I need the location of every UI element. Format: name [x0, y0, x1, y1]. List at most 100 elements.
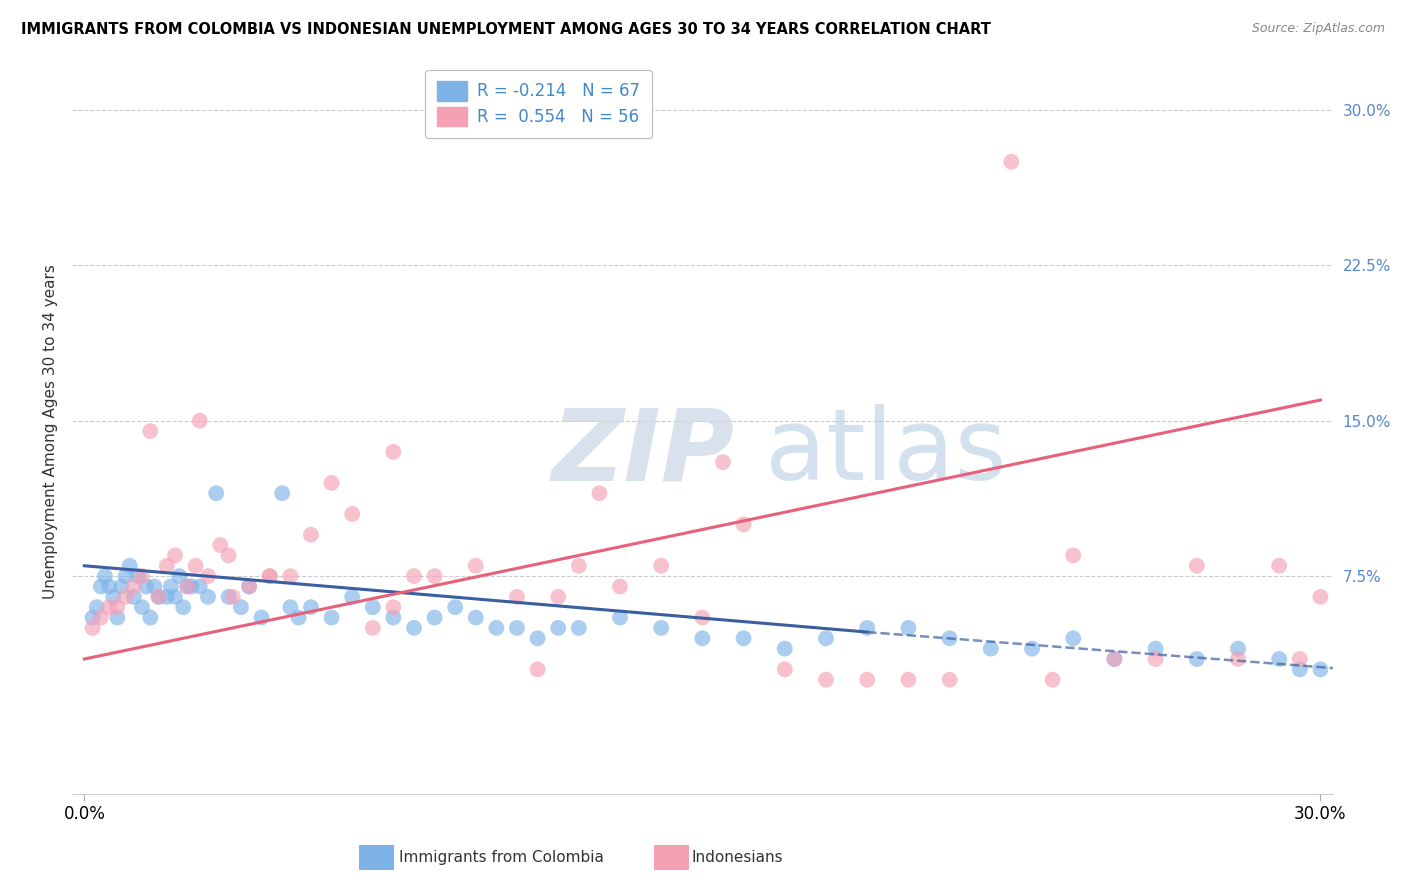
Point	[250, 610, 273, 624]
Point	[321, 475, 343, 490]
Point	[464, 610, 486, 624]
Point	[197, 569, 219, 583]
Point	[280, 600, 302, 615]
Point	[238, 579, 260, 593]
Point	[340, 507, 363, 521]
Point	[1288, 652, 1310, 666]
Point	[209, 538, 232, 552]
Point	[856, 673, 879, 687]
Point	[733, 517, 755, 532]
Text: IMMIGRANTS FROM COLOMBIA VS INDONESIAN UNEMPLOYMENT AMONG AGES 30 TO 34 YEARS CO: IMMIGRANTS FROM COLOMBIA VS INDONESIAN U…	[21, 22, 991, 37]
Point	[1268, 652, 1291, 666]
Point	[229, 600, 252, 615]
Point	[609, 610, 631, 624]
Point	[773, 662, 796, 676]
Point	[98, 579, 121, 593]
Point	[609, 579, 631, 593]
Point	[361, 600, 384, 615]
Point	[118, 558, 141, 573]
Point	[444, 600, 467, 615]
Point	[163, 590, 186, 604]
Point	[90, 610, 112, 624]
Point	[180, 579, 202, 593]
Point	[188, 579, 211, 593]
Point	[568, 621, 591, 635]
Point	[423, 610, 446, 624]
Point	[1185, 558, 1208, 573]
Point	[131, 600, 153, 615]
Point	[90, 579, 112, 593]
Point	[82, 621, 104, 635]
Point	[148, 590, 170, 604]
Point	[299, 527, 322, 541]
Point	[103, 590, 125, 604]
Point	[86, 600, 108, 615]
Text: Source: ZipAtlas.com: Source: ZipAtlas.com	[1251, 22, 1385, 36]
Point	[1144, 652, 1167, 666]
Point	[176, 579, 198, 593]
Point	[139, 424, 162, 438]
Point	[980, 641, 1002, 656]
Point	[526, 632, 548, 646]
Point	[733, 632, 755, 646]
Point	[773, 641, 796, 656]
Point	[464, 558, 486, 573]
Point	[382, 445, 405, 459]
Point	[135, 579, 157, 593]
Point	[160, 579, 183, 593]
Point	[692, 632, 714, 646]
Point	[382, 600, 405, 615]
Point	[143, 579, 166, 593]
Point	[222, 590, 245, 604]
Point	[382, 610, 405, 624]
Point	[897, 621, 920, 635]
Point	[184, 558, 207, 573]
Point	[131, 569, 153, 583]
Text: Immigrants from Colombia: Immigrants from Colombia	[399, 850, 605, 864]
Point	[94, 569, 117, 583]
Point	[139, 610, 162, 624]
Point	[156, 590, 179, 604]
Point	[271, 486, 294, 500]
Point	[110, 579, 132, 593]
Point	[547, 590, 569, 604]
Point	[340, 590, 363, 604]
Point	[156, 558, 179, 573]
Point	[259, 569, 281, 583]
Point	[287, 610, 309, 624]
Point	[188, 414, 211, 428]
Point	[114, 569, 136, 583]
Point	[938, 673, 960, 687]
Point	[197, 590, 219, 604]
Point	[402, 621, 425, 635]
Point	[98, 600, 121, 615]
Point	[814, 632, 837, 646]
Point	[105, 610, 128, 624]
Point	[506, 590, 529, 604]
Point	[148, 590, 170, 604]
Point	[218, 549, 240, 563]
Point	[122, 590, 145, 604]
Point	[568, 558, 591, 573]
Point	[114, 590, 136, 604]
Point	[259, 569, 281, 583]
Point	[321, 610, 343, 624]
Point	[127, 569, 149, 583]
Point	[238, 579, 260, 593]
Point	[423, 569, 446, 583]
Point	[814, 673, 837, 687]
Point	[167, 569, 190, 583]
Point	[122, 579, 145, 593]
Point	[1042, 673, 1064, 687]
Point	[692, 610, 714, 624]
Point	[938, 632, 960, 646]
Point	[526, 662, 548, 676]
Point	[218, 590, 240, 604]
Point	[856, 621, 879, 635]
Point	[205, 486, 228, 500]
Y-axis label: Unemployment Among Ages 30 to 34 years: Unemployment Among Ages 30 to 34 years	[44, 264, 58, 599]
Point	[588, 486, 610, 500]
Point	[163, 549, 186, 563]
Point	[1000, 154, 1022, 169]
Point	[1062, 632, 1084, 646]
